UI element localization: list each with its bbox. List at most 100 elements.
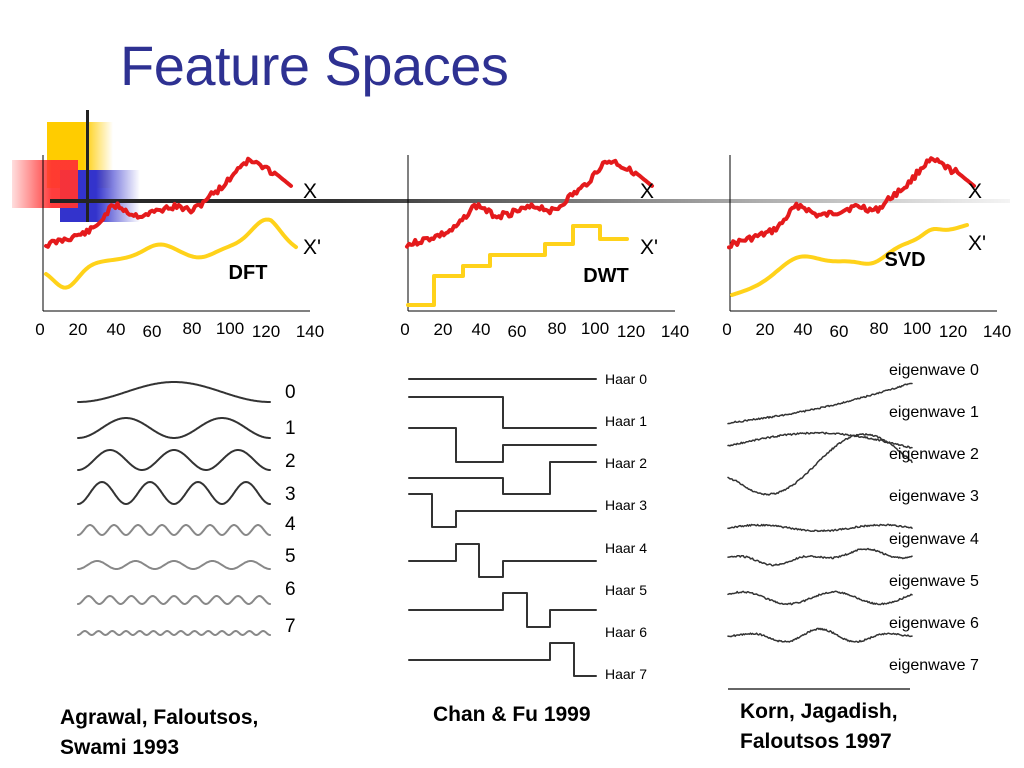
panel-dwt-approximation-series <box>406 224 629 307</box>
citation-svd: Korn, Jagadish, Faloutsos 1997 <box>740 697 898 757</box>
haar-label: Haar 5 <box>605 582 647 598</box>
decor-vertical-rule <box>86 110 89 222</box>
panel-dwt-method-label: DWT <box>583 265 629 287</box>
dft-basis-wave <box>77 560 271 570</box>
haar-label: Haar 6 <box>605 624 647 640</box>
panel-svd-label-x-prime: X' <box>968 232 986 255</box>
panel-dft-tick-label: 80 <box>183 319 202 338</box>
dft-basis-label: 0 <box>285 382 296 403</box>
haar-label: Haar 1 <box>605 413 647 429</box>
eigenwave-line <box>727 382 913 425</box>
panel-dwt-label-x: X <box>640 180 654 203</box>
eigenwave-label: eigenwave 2 <box>889 446 979 463</box>
panel-svd-original-series <box>727 156 976 250</box>
panel-svd-tick-label: 120 <box>939 322 967 341</box>
citation-dwt: Chan & Fu 1999 <box>433 700 591 730</box>
panel-dft-tick-label: 40 <box>107 320 126 339</box>
page-title: Feature Spaces <box>120 34 509 97</box>
dft-basis-wave <box>77 417 271 439</box>
panel-dwt-tick-label: 120 <box>617 322 645 341</box>
citation-svd-line-2: Faloutsos 1997 <box>740 730 892 753</box>
citation-dft-line-2: Swami 1993 <box>60 736 180 759</box>
eigenwave-label: eigenwave 6 <box>889 615 979 632</box>
panel-svd-tick-label: 140 <box>983 322 1011 341</box>
eigenwave-label: eigenwave 5 <box>889 573 979 590</box>
panel-dwt <box>407 155 675 312</box>
eigenwave-line <box>727 431 913 449</box>
panel-dft-tick-label: 100 <box>216 319 244 338</box>
panel-dft-original-series <box>44 156 293 249</box>
haar-wavelet-line <box>408 543 597 578</box>
citation-svd-line-1: Korn, Jagadish, <box>740 700 898 723</box>
panel-svd-tick-label: 40 <box>794 320 813 339</box>
eigenwave-label: eigenwave 0 <box>889 362 979 379</box>
panel-dft-method-label: DFT <box>229 262 268 284</box>
panel-dft-label-x-prime: X' <box>303 236 321 259</box>
eigenwave-label: eigenwave 3 <box>889 488 979 505</box>
panel-dwt-tick-label: 60 <box>508 322 527 341</box>
decor-horizontal-rule <box>50 199 1010 203</box>
dft-basis-label: 4 <box>285 514 296 535</box>
haar-wavelet-line <box>408 396 597 429</box>
panel-dft-tick-label: 20 <box>69 320 88 339</box>
panel-svd-tick-label: 0 <box>722 320 731 339</box>
eigenwave-label: eigenwave 4 <box>889 531 979 548</box>
panel-dft-tick-label: 120 <box>252 322 280 341</box>
eigenwave-label: eigenwave 7 <box>889 657 979 674</box>
dft-basis-label: 5 <box>285 546 296 567</box>
panel-dft <box>42 155 310 312</box>
haar-label: Haar 4 <box>605 540 647 556</box>
haar-label: Haar 0 <box>605 371 647 387</box>
panel-svd <box>729 155 997 312</box>
panel-dwt-original-series <box>405 158 654 249</box>
dft-basis-wave <box>77 524 271 536</box>
citation-dft-line-1: Agrawal, Faloutsos, <box>60 706 259 729</box>
haar-wavelet-line <box>408 461 597 495</box>
dft-basis-wave <box>77 381 271 403</box>
dft-basis-label: 1 <box>285 418 296 439</box>
panel-svd-tick-label: 80 <box>870 319 889 338</box>
panel-dft-tick-label: 140 <box>296 322 324 341</box>
haar-wavelet-line <box>408 493 597 528</box>
panel-dwt-tick-label: 80 <box>548 319 567 338</box>
haar-label: Haar 7 <box>605 666 647 682</box>
haar-wavelet-line <box>408 427 597 463</box>
dft-basis-wave <box>77 595 271 605</box>
panel-dwt-tick-label: 140 <box>661 322 689 341</box>
eigenwave-line <box>727 627 913 643</box>
panel-dft-tick-label: 0 <box>35 320 44 339</box>
dft-basis-label: 6 <box>285 579 296 600</box>
panel-svd-tick-label: 20 <box>756 320 775 339</box>
citation-dft: Agrawal, Faloutsos, Swami 1993 <box>60 703 258 763</box>
panel-svd-method-label: SVD <box>884 249 925 271</box>
eigenwave-line <box>727 523 913 533</box>
haar-wavelet-line <box>408 642 597 677</box>
dft-basis-label: 7 <box>285 616 296 637</box>
panel-svd-tick-label: 60 <box>830 322 849 341</box>
eigenwave-line <box>727 433 913 496</box>
citation-dwt-line-1: Chan & Fu 1999 <box>433 703 591 726</box>
panel-dft-approximation-series <box>44 217 298 290</box>
haar-label: Haar 2 <box>605 455 647 471</box>
panel-dwt-label-x-prime: X' <box>640 236 658 259</box>
dft-basis-label: 2 <box>285 451 296 472</box>
dft-basis-wave <box>77 481 271 505</box>
dft-basis-wave <box>77 449 271 471</box>
eigenwave-label: eigenwave 1 <box>889 404 979 421</box>
dft-basis-wave <box>77 630 271 636</box>
panel-dwt-tick-label: 100 <box>581 319 609 338</box>
eigenwave-line <box>727 547 913 567</box>
panel-dft-label-x: X <box>303 180 317 203</box>
panel-dft-tick-label: 60 <box>143 322 162 341</box>
panel-dwt-tick-label: 0 <box>400 320 409 339</box>
panel-svd-approximation-series <box>730 223 969 297</box>
panel-svd-label-x: X <box>968 180 982 203</box>
dft-basis-label: 3 <box>285 484 296 505</box>
eigenwave-line <box>727 590 913 606</box>
haar-label: Haar 3 <box>605 497 647 513</box>
haar-wavelet-line <box>408 592 597 628</box>
panel-svd-tick-label: 100 <box>903 319 931 338</box>
panel-dwt-tick-label: 40 <box>472 320 491 339</box>
panel-dwt-tick-label: 20 <box>434 320 453 339</box>
